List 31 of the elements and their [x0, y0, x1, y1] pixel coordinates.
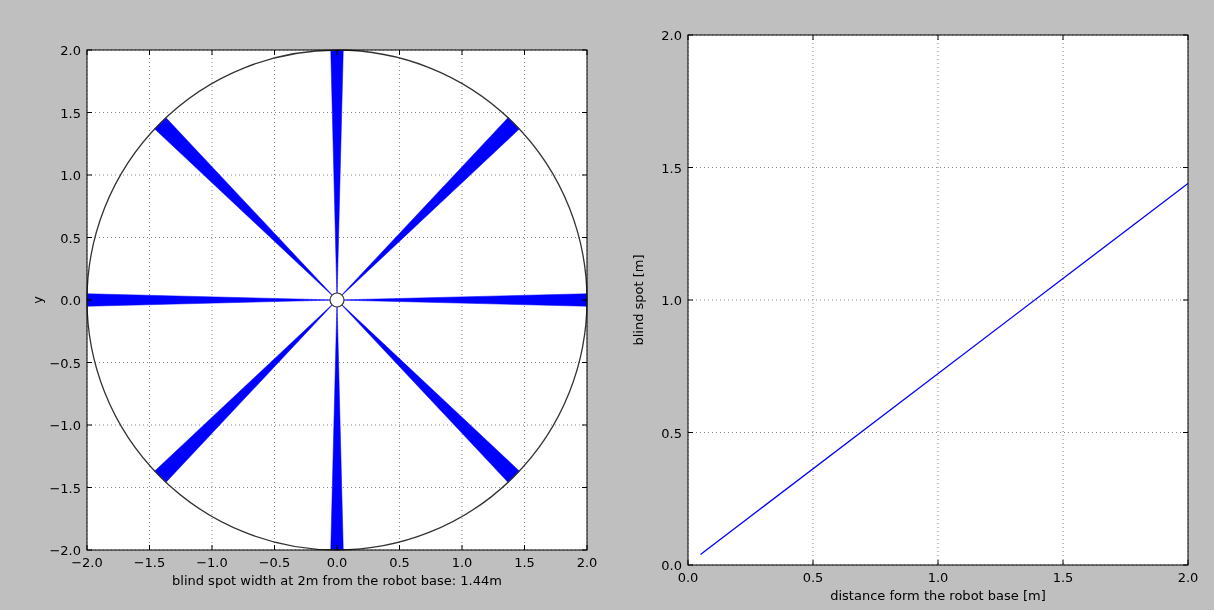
x-tick-label: 1.0 [451, 555, 473, 570]
y-tick-label: 0.5 [661, 425, 682, 441]
x-tick-label: −2.0 [71, 555, 103, 570]
x-tick-label: 1.5 [1052, 570, 1074, 585]
y-tick-label: 2.0 [60, 43, 81, 58]
x-tick-label: 0.5 [389, 555, 410, 570]
y-tick-label: 1.5 [60, 105, 81, 121]
y-tick-label: 0.5 [60, 230, 81, 246]
x-tick-label: 1.0 [927, 570, 949, 585]
y-tick-label: 1.0 [60, 168, 81, 183]
x-axis-title: distance form the robot base [m] [830, 588, 1046, 603]
x-tick-label: −1.5 [133, 555, 166, 570]
y-tick-label: −1.5 [49, 480, 81, 496]
y-tick-label: −2.0 [49, 543, 81, 558]
x-tick-label: 0.0 [677, 570, 699, 585]
x-tick-label: 0.5 [802, 570, 824, 585]
x-tick-label: 1.5 [514, 555, 535, 570]
x-tick-label: −0.5 [258, 555, 291, 570]
y-tick-label: 1.5 [661, 160, 682, 176]
x-tick-label: 2.0 [576, 555, 598, 570]
y-tick-label: 1.0 [661, 293, 682, 308]
y-tick-label: 2.0 [661, 28, 682, 43]
y-tick-label: −0.5 [49, 355, 81, 371]
y-tick-label: 0.0 [60, 293, 81, 308]
x-axis-title: blind spot width at 2m from the robot base: 1.44m [172, 573, 502, 588]
y-tick-label: −1.0 [49, 418, 81, 433]
x-tick-label: 2.0 [1177, 570, 1199, 585]
y-axis-title: blind spot [m] [631, 254, 646, 346]
x-tick-label: 0.0 [326, 555, 348, 570]
x-tick-label: −1.0 [196, 555, 228, 570]
y-axis-title: y [30, 295, 45, 304]
